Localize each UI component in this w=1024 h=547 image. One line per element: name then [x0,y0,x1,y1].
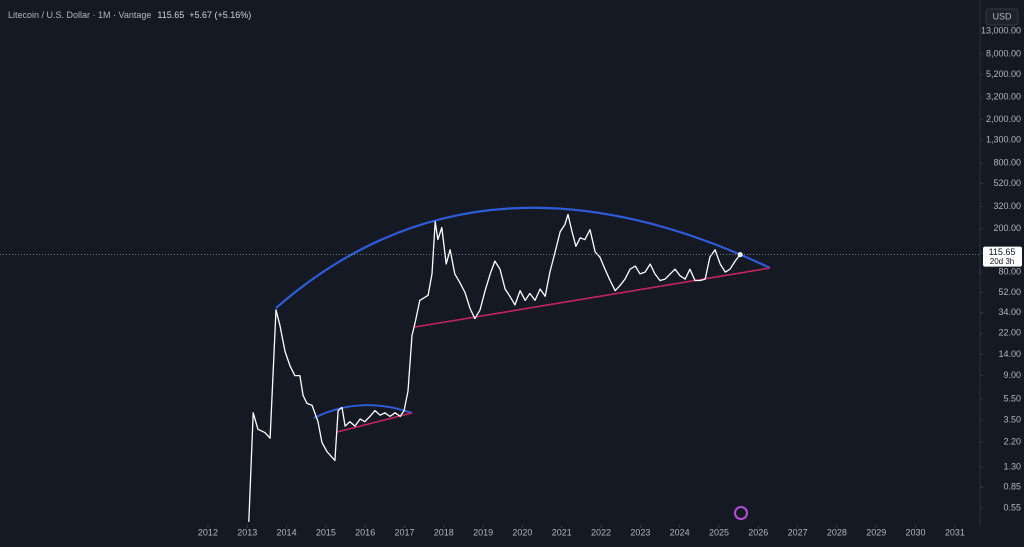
countdown-label: 20d 3h [990,257,1014,266]
symbol: Litecoin / U.S. Dollar · 1M · Vantage [8,10,151,20]
y-tick-label: 13,000.00 [981,25,1021,35]
x-tick-label: 2030 [906,527,926,537]
y-tick-label: 22.00 [998,328,1021,338]
x-tick-label: 2017 [394,527,414,537]
price-tag [983,246,1022,267]
arc-trendline [275,206,771,309]
y-tick-label: 5,200.00 [986,69,1021,79]
arc-trendline [313,404,413,419]
y-tick-label: 800.00 [993,157,1021,167]
chart-header: Litecoin / U.S. Dollar · 1M · Vantage 115… [8,10,251,20]
x-tick-label: 2031 [945,527,965,537]
change: +5.67 (+5.16%) [189,10,251,20]
y-tick-label: 0.85 [1003,482,1021,492]
x-tick-label: 2013 [237,527,257,537]
x-tick-label: 2022 [591,527,611,537]
x-tick-label: 2012 [198,527,218,537]
y-tick-label: 320.00 [993,201,1021,211]
y-tick-label: 1.30 [1003,462,1021,472]
x-tick-label: 2016 [355,527,375,537]
x-tick-label: 2029 [866,527,886,537]
y-tick-label: 2,000.00 [986,114,1021,124]
y-tick-label: 3,200.00 [986,92,1021,102]
currency-button[interactable] [985,8,1019,26]
x-tick-label: 2015 [316,527,336,537]
x-tick-label: 2026 [748,527,768,537]
x-tick-label: 2024 [670,527,690,537]
y-tick-label: 80.00 [998,266,1021,276]
y-tick-label: 3.50 [1003,415,1021,425]
x-tick-label: 2021 [552,527,572,537]
y-tick-label: 520.00 [993,178,1021,188]
x-tick-label: 2019 [473,527,493,537]
price-line [248,213,741,522]
y-tick-label: 34.00 [998,307,1021,317]
x-tick-label: 2027 [788,527,808,537]
price: 115.65 [157,10,184,20]
currency-label[interactable]: USD [992,11,1012,21]
x-tick-label: 2018 [434,527,454,537]
x-tick-label: 2028 [827,527,847,537]
y-tick-label: 200.00 [993,223,1021,233]
y-tick-label: 2.20 [1003,437,1021,447]
x-tick-label: 2023 [630,527,650,537]
x-tick-label: 2014 [277,527,297,537]
y-tick-label: 8,000.00 [986,48,1021,58]
y-tick-label: 14.00 [998,349,1021,359]
x-tick-label: 2020 [512,527,532,537]
y-tick-label: 9.00 [1003,370,1021,380]
last-price-dot [737,252,743,258]
y-tick-label: 1,300.00 [986,134,1021,144]
y-tick-label: 52.00 [998,287,1021,297]
x-tick-label: 2025 [709,527,729,537]
y-tick-label: 5.50 [1003,393,1021,403]
y-tick-label: 0.55 [1003,502,1021,512]
logo-icon [734,506,748,520]
price-tag-label: 115.65 [989,247,1016,257]
